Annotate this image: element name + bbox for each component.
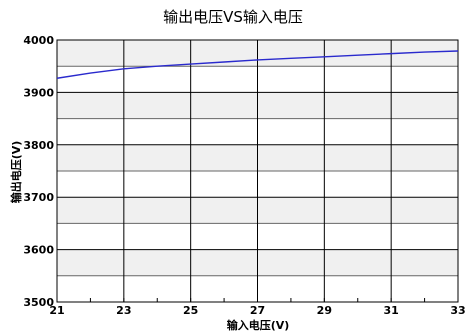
x-axis-label: 输入电压(V) [227, 318, 290, 332]
y-tick-labels: 3500 3600 3700 3800 3900 4000 [23, 34, 54, 309]
x-tick-label: 23 [116, 304, 131, 317]
y-tick-label: 3800 [23, 139, 54, 152]
grid-lines [57, 40, 458, 302]
y-tick-label: 3700 [23, 191, 54, 204]
y-tick-label: 3600 [23, 244, 54, 257]
chart-title: 输出电压VS输入电压 [163, 8, 303, 26]
series-layer [56, 50, 459, 79]
x-tick-label: 33 [450, 304, 465, 317]
x-tick-label: 21 [49, 304, 64, 317]
y-axis-label: 输出电压(V) [9, 141, 23, 204]
x-tick-label: 27 [250, 304, 265, 317]
x-tick-labels: 21 23 25 27 29 31 33 [49, 304, 465, 317]
x-tick-label: 25 [183, 304, 198, 317]
series-line [56, 50, 459, 79]
x-tick-label: 31 [384, 304, 399, 317]
x-tick-label: 29 [317, 304, 332, 317]
minor-ticks [56, 298, 459, 302]
y-tick-label: 4000 [23, 34, 54, 47]
y-tick-label: 3500 [23, 296, 54, 309]
y-tick-label: 3900 [23, 86, 54, 99]
